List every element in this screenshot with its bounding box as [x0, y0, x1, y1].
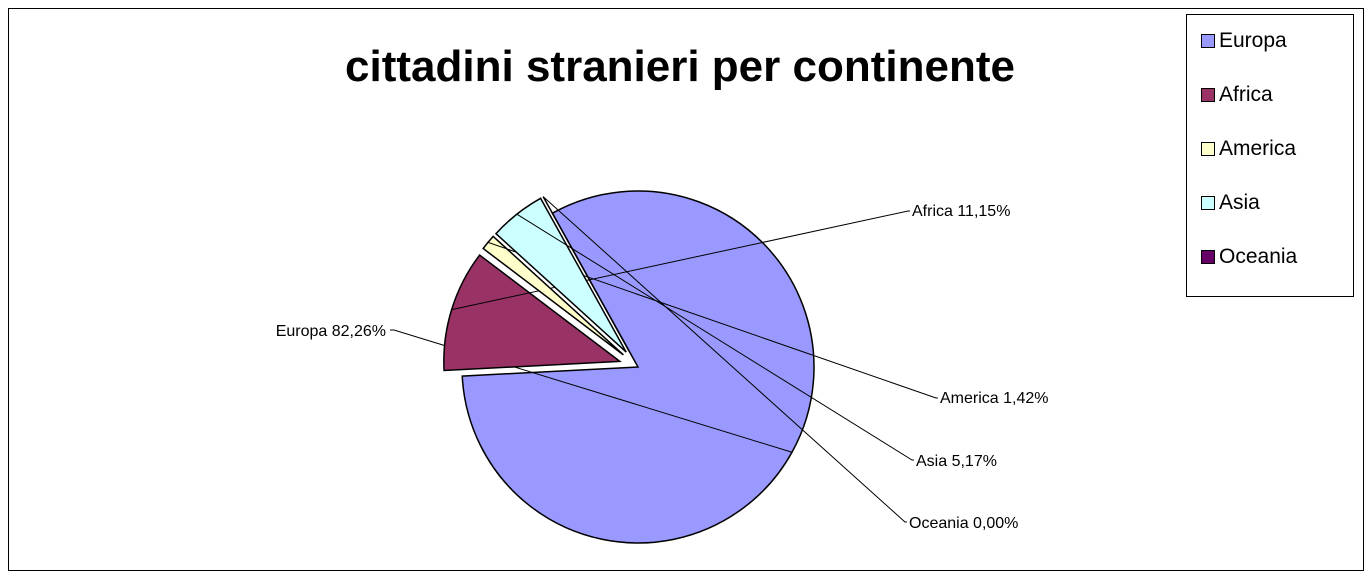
leader-line-europa [390, 329, 793, 453]
legend-entry-america: America [1201, 137, 1296, 161]
legend-entry-europa: Europa [1201, 29, 1287, 53]
leader-line-africa [451, 210, 910, 311]
legend-swatch [1201, 250, 1215, 264]
pie-slice-america[interactable] [482, 235, 624, 356]
legend-entry-africa: Africa [1201, 83, 1273, 107]
legend-swatch [1201, 196, 1215, 210]
data-label-america: America 1,42% [940, 390, 1049, 407]
data-label-asia: Asia 5,17% [916, 453, 997, 470]
data-label-africa: Africa 11,15% [912, 203, 1010, 220]
legend-label: Oceania [1219, 245, 1298, 268]
legend-label: Europa [1219, 29, 1287, 52]
legend-entry-asia: Asia [1201, 191, 1260, 215]
legend: Europa Africa America Asia Oceania [1186, 14, 1354, 297]
legend-entry-oceania: Oceania [1201, 245, 1297, 269]
legend-label: Africa [1219, 83, 1273, 106]
legend-swatch [1201, 88, 1215, 102]
chart-title: cittadini stranieri per continente [345, 42, 1015, 91]
leader-line-asia [516, 213, 914, 461]
legend-swatch [1201, 142, 1215, 156]
legend-label: America [1219, 137, 1297, 160]
data-label-europa: Europa 82,26% [276, 323, 386, 340]
chart-area [8, 8, 1364, 571]
leader-line-america [487, 241, 938, 399]
legend-swatch [1201, 34, 1215, 48]
data-label-oceania: Oceania 0,00% [909, 515, 1018, 532]
leader-line-oceania [542, 196, 907, 523]
legend-label: Asia [1219, 191, 1260, 214]
